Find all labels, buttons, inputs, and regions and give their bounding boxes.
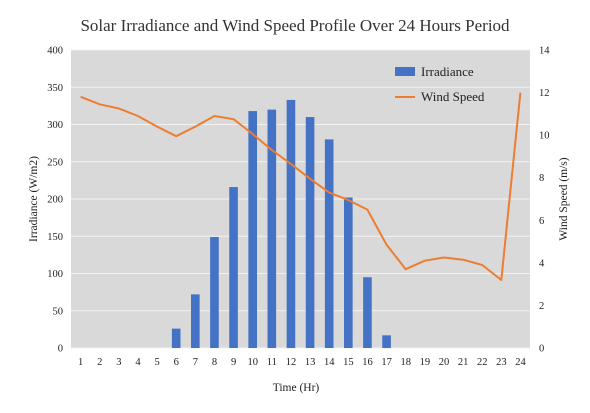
left-axis-ticks: 0 50 100 150 200 250 300 350 400 <box>47 46 63 355</box>
x-tick-label: 6 <box>174 357 179 368</box>
x-tick-label: 3 <box>116 357 121 368</box>
x-axis-label: Time (Hr) <box>273 382 320 394</box>
y-left-tick-label: 350 <box>47 83 63 94</box>
y-right-tick-label: 10 <box>539 131 550 142</box>
irradiance-bar <box>191 294 200 348</box>
irradiance-bar <box>229 187 238 348</box>
y-right-tick-label: 0 <box>539 344 544 355</box>
x-tick-label: 11 <box>267 357 277 368</box>
chart-title: Solar Irradiance and Wind Speed Profile … <box>80 16 510 35</box>
y-right-tick-label: 8 <box>539 173 544 184</box>
irradiance-bar <box>305 117 315 348</box>
x-tick-label: 2 <box>97 357 102 368</box>
x-tick-label: 5 <box>154 357 159 368</box>
irradiance-bar <box>286 99 296 348</box>
x-tick-label: 4 <box>135 357 141 368</box>
x-tick-label: 14 <box>324 357 335 368</box>
wind-speed-series-line <box>80 92 522 281</box>
legend-label-irradiance: Irradiance <box>421 64 474 79</box>
legend-label-wind-speed: Wind Speed <box>421 89 485 104</box>
y-left-tick-label: 0 <box>58 344 63 355</box>
x-tick-label: 23 <box>496 357 507 368</box>
x-tick-label: 24 <box>515 357 526 368</box>
y-right-tick-label: 14 <box>539 46 550 57</box>
irradiance-bar <box>210 236 219 348</box>
irradiance-bar <box>382 335 391 348</box>
gridlines <box>71 49 530 349</box>
x-tick-label: 1 <box>78 357 83 368</box>
legend: Irradiance Wind Speed <box>395 64 485 104</box>
x-tick-label: 8 <box>212 357 217 368</box>
y-left-tick-label: 300 <box>47 120 63 131</box>
irradiance-bars <box>171 99 391 348</box>
x-tick-label: 12 <box>286 357 297 368</box>
y-left-tick-label: 250 <box>47 157 63 168</box>
irradiance-bar <box>267 109 277 348</box>
y-axis-left-label: Irradiance (W/m2) <box>28 156 40 242</box>
x-tick-label: 22 <box>477 357 488 368</box>
legend-swatch-irradiance <box>395 67 415 76</box>
right-axis-ticks: 0 2 4 6 8 10 12 14 <box>539 46 550 355</box>
x-tick-label: 15 <box>343 357 354 368</box>
x-tick-label: 17 <box>381 357 392 368</box>
irradiance-bar <box>171 328 181 348</box>
x-axis-ticks: 1 2 3 4 5 6 7 8 9 10 11 12 13 14 15 16 17 18 19 20 21 22 23 24 <box>78 357 527 368</box>
x-tick-label: 10 <box>247 357 258 368</box>
x-tick-label: 20 <box>439 357 450 368</box>
irradiance-bar <box>324 139 334 348</box>
irradiance-bar <box>248 111 257 348</box>
x-tick-label: 9 <box>231 357 236 368</box>
x-tick-label: 18 <box>400 357 411 368</box>
x-tick-label: 13 <box>305 357 316 368</box>
y-axis-right-label: Wind Speed (m/s) <box>558 157 570 240</box>
y-left-tick-label: 200 <box>47 195 63 206</box>
y-left-tick-label: 400 <box>47 46 63 57</box>
y-left-tick-label: 50 <box>53 306 64 317</box>
y-left-tick-label: 150 <box>47 232 63 243</box>
irradiance-bar <box>363 277 372 348</box>
x-tick-label: 19 <box>420 357 431 368</box>
y-right-tick-label: 6 <box>539 216 544 227</box>
y-right-tick-label: 12 <box>539 88 550 99</box>
x-tick-label: 16 <box>362 357 373 368</box>
x-tick-label: 7 <box>193 357 198 368</box>
irradiance-bar <box>344 197 353 348</box>
x-tick-label: 21 <box>458 357 469 368</box>
y-left-tick-label: 100 <box>47 269 63 280</box>
y-right-tick-label: 2 <box>539 301 544 312</box>
y-right-tick-label: 4 <box>539 258 545 269</box>
wind-speed-line <box>80 92 522 281</box>
